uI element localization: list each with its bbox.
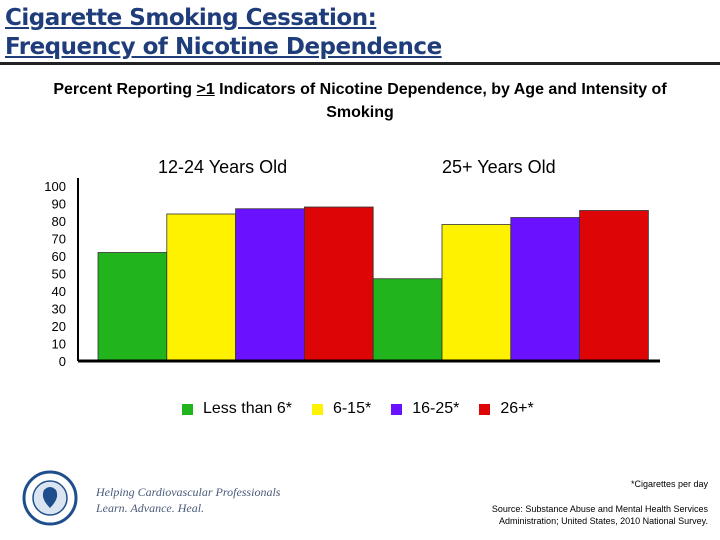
legend-item: 26+* bbox=[479, 400, 534, 418]
title-divider bbox=[0, 62, 720, 65]
group-label-1: 12-24 Years Old bbox=[158, 157, 288, 177]
legend-item: 6-15* bbox=[311, 400, 372, 418]
y-tick-label: 90 bbox=[52, 197, 66, 212]
y-tick-label: 40 bbox=[52, 284, 66, 299]
bar-chart: 0 10 20 30 40 50 60 70 80 90 100 bbox=[44, 178, 660, 369]
footnote: *Cigarettes per day bbox=[630, 479, 708, 489]
bar-2-1 bbox=[372, 278, 443, 362]
legend-swatch bbox=[479, 403, 491, 415]
bar-1-1 bbox=[97, 252, 168, 362]
source-note: Source: Substance Abuse and Mental Healt… bbox=[491, 504, 708, 526]
logo-tagline-1: Helping Cardiovascular Professionals bbox=[96, 485, 281, 499]
bar-2-2 bbox=[441, 224, 512, 362]
bar-1-3 bbox=[235, 208, 305, 362]
y-tick-label: 50 bbox=[52, 267, 66, 282]
bar-2-3 bbox=[510, 217, 580, 362]
legend-label: 26+* bbox=[500, 400, 534, 417]
y-tick-label: 60 bbox=[52, 249, 66, 264]
y-tick-label: 100 bbox=[44, 179, 66, 194]
legend-item: Less than 6* bbox=[182, 400, 292, 418]
legend-label: 6-15* bbox=[332, 400, 372, 417]
bar-1-2 bbox=[166, 213, 237, 362]
chart-subtitle: Percent Reporting >1 Indicators of Nicot… bbox=[53, 81, 667, 121]
legend-label: 16-25* bbox=[412, 400, 460, 417]
group-label-2: 25+ Years Old bbox=[442, 157, 556, 177]
legend-swatch bbox=[391, 403, 403, 415]
logo-tagline-2: Learn. Advance. Heal. bbox=[96, 501, 205, 515]
legend-swatch bbox=[311, 403, 323, 415]
legend: Less than 6* 6-15* 16-25* 26+* bbox=[182, 400, 554, 418]
y-tick-label: 10 bbox=[52, 337, 66, 352]
y-tick-label: 70 bbox=[52, 232, 66, 247]
legend-swatch bbox=[182, 403, 193, 415]
y-tick-label: 30 bbox=[52, 302, 66, 317]
y-tick-label: 0 bbox=[59, 354, 66, 369]
legend-label: Less than 6* bbox=[203, 400, 292, 417]
bar-2-4 bbox=[579, 210, 649, 362]
acc-logo bbox=[22, 470, 78, 526]
y-tick-label: 80 bbox=[52, 214, 66, 229]
slide-title: Cigarette Smoking Cessation: Frequency o… bbox=[5, 5, 442, 60]
legend-item: 16-25* bbox=[391, 400, 459, 418]
bar-1-4 bbox=[303, 206, 374, 362]
y-tick-label: 20 bbox=[52, 319, 66, 334]
